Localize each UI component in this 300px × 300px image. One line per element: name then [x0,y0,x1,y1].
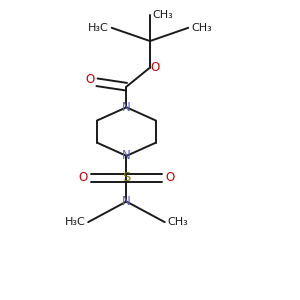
Text: N: N [122,101,131,114]
Text: O: O [78,172,88,184]
Text: H₃C: H₃C [64,217,85,227]
Text: N: N [122,195,131,208]
Text: CH₃: CH₃ [168,217,188,227]
Text: O: O [151,61,160,74]
Text: N: N [122,149,131,162]
Text: S: S [122,172,130,184]
Text: H₃C: H₃C [88,23,109,33]
Text: CH₃: CH₃ [152,10,173,20]
Text: O: O [85,74,94,86]
Text: CH₃: CH₃ [191,23,212,33]
Text: O: O [165,172,175,184]
